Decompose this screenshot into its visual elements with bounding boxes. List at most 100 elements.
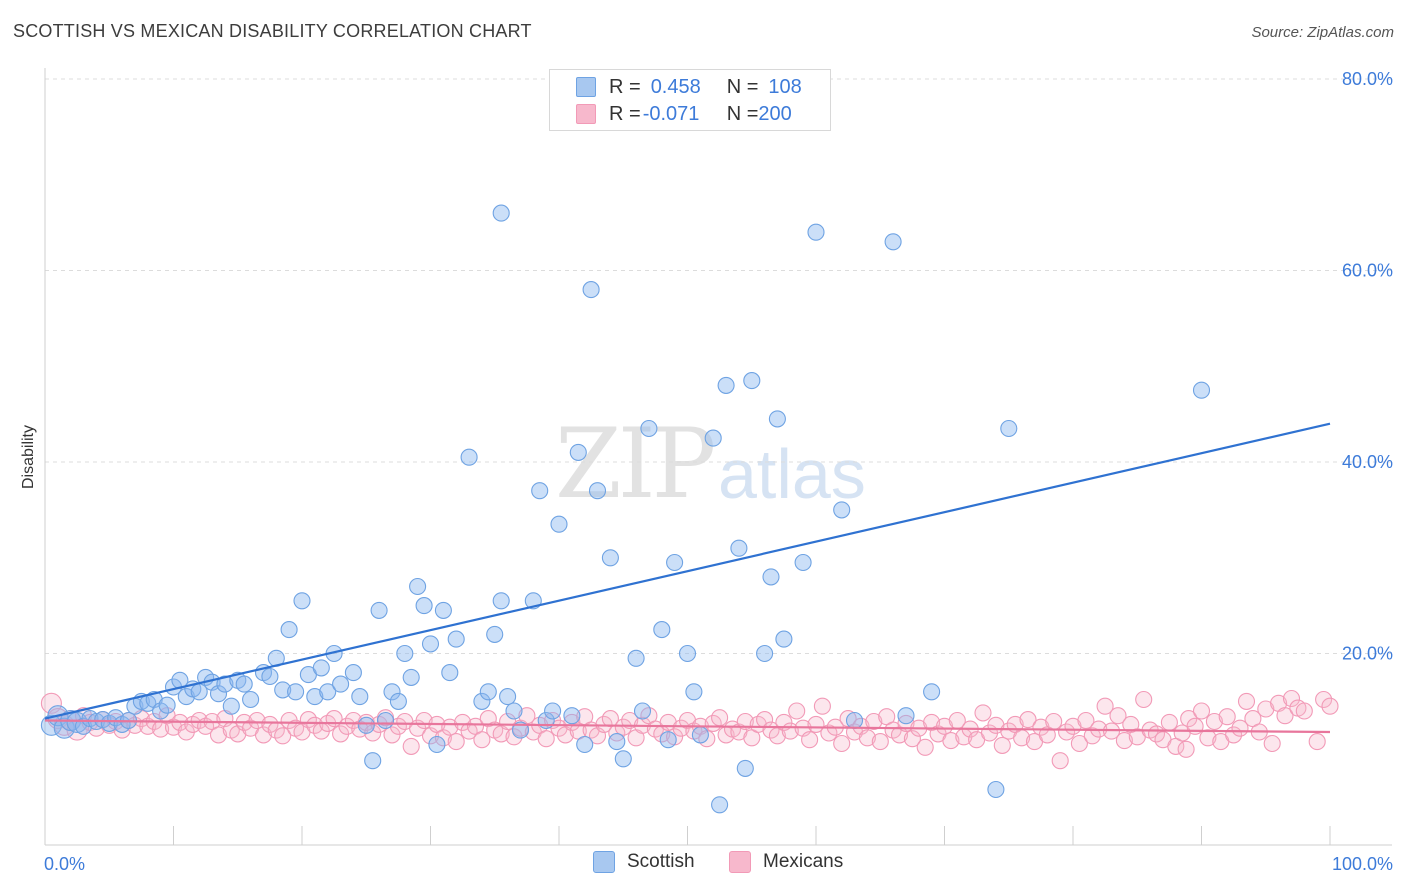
mexicans-swatch: [729, 851, 751, 873]
mexicans-point: [1160, 713, 1178, 731]
mexicans-point: [1077, 711, 1095, 730]
mexicans-point: [858, 729, 876, 747]
mexicans-point: [473, 731, 491, 749]
mexicans-point: [1051, 752, 1069, 770]
scottish-point: [351, 688, 369, 706]
scottish-point: [923, 683, 941, 701]
scottish-point: [1000, 419, 1018, 438]
mexicans-point: [993, 736, 1011, 754]
scottish-point: [756, 644, 774, 663]
mexicans-point: [801, 731, 819, 749]
scottish-point: [711, 796, 729, 814]
scottish-point: [447, 630, 465, 648]
series-legend-label: Scottish: [627, 851, 695, 872]
scottish-point: [158, 696, 176, 714]
mexicans-point: [248, 711, 266, 730]
x-tick-label: 100.0%: [1332, 854, 1393, 874]
scottish-point: [396, 644, 414, 663]
legend-row-mexicans: R = -0.071 N = 200: [550, 102, 792, 126]
scottish-point: [794, 553, 812, 572]
legend-n-label: N =: [726, 102, 759, 125]
mexicans-point: [254, 726, 273, 744]
mexicans-point: [261, 715, 279, 733]
y-tick-label: 80.0%: [1342, 69, 1393, 89]
watermark-atlas: atlas: [718, 435, 866, 513]
scottish-point: [383, 683, 401, 701]
scottish-point: [544, 702, 562, 720]
scottish-point: [531, 482, 549, 500]
scottish-point: [730, 539, 748, 557]
mexicans-point: [454, 713, 472, 731]
scottish-point: [216, 675, 234, 693]
scottish-point: [550, 515, 568, 533]
series-legend-mexicans[interactable]: Mexicans: [729, 851, 843, 873]
mexicans-point: [1237, 692, 1256, 710]
scottish-point: [306, 688, 324, 706]
scottish-point: [441, 664, 459, 682]
mexicans-point: [1199, 729, 1217, 747]
mexicans-point: [447, 733, 465, 751]
scottish-point: [287, 683, 305, 701]
mexicans-point: [865, 712, 883, 731]
scottish-point: [987, 780, 1005, 799]
mexicans-point: [942, 732, 960, 750]
mexicans-point: [1096, 697, 1114, 715]
series-legend-scottish[interactable]: Scottish: [593, 851, 695, 873]
scottish-point: [370, 601, 388, 619]
chart-title: SCOTTISH VS MEXICAN DISABILITY CORRELATI…: [13, 21, 532, 41]
mexicans-point: [1295, 702, 1313, 720]
scottish-point: [293, 592, 311, 610]
scottish-point: [235, 675, 253, 693]
legend-n-value: 108: [768, 75, 802, 98]
scottish-point: [479, 683, 497, 701]
mexicans-point: [1205, 712, 1223, 731]
scottish-point: [312, 659, 330, 677]
scottish-point: [1192, 381, 1211, 399]
scottish-point: [601, 549, 619, 567]
legend-swatch-mexicans: [576, 104, 596, 124]
legend-n-label: N =: [726, 75, 759, 98]
mexicans-point: [1045, 712, 1063, 731]
watermark-zip: ZIP: [555, 408, 716, 520]
scottish-point: [344, 664, 362, 682]
legend-r-value: -0.071: [642, 102, 700, 125]
scottish-point: [209, 685, 228, 703]
y-tick-label: 40.0%: [1342, 452, 1393, 472]
scottish-point: [332, 675, 350, 693]
scottish-point: [492, 204, 510, 222]
scottish-point: [222, 697, 240, 715]
y-tick-label: 20.0%: [1342, 644, 1393, 664]
scottish-point: [736, 759, 754, 777]
series-legend: Scottish Mexicans: [0, 851, 1406, 879]
mexicans-point: [1315, 690, 1333, 709]
scottish-point: [762, 568, 780, 586]
scottish-point: [319, 683, 337, 701]
scottish-point: [274, 681, 292, 699]
scottish-point: [152, 702, 170, 720]
mexicans-point: [1135, 690, 1153, 709]
scottish-point: [434, 601, 452, 619]
mexicans-point: [344, 711, 362, 730]
scottish-point: [807, 223, 825, 241]
mexicans-point: [1276, 707, 1294, 725]
scottish-point: [582, 281, 600, 299]
mexicans-point: [736, 712, 754, 731]
scottish-point: [627, 649, 645, 667]
scottish-point: [685, 683, 703, 701]
mexicans-point: [518, 707, 536, 725]
scottish-point: [499, 688, 517, 706]
scottish-point: [376, 711, 395, 730]
scottish-point: [743, 372, 761, 390]
scottish-point: [511, 721, 530, 739]
mexicans-trendline: [44, 719, 1331, 734]
scottish-point: [666, 553, 684, 572]
mexicans-point: [1218, 708, 1236, 726]
mexicans-point: [1321, 697, 1339, 715]
mexicans-point: [537, 730, 555, 748]
scottish-point: [505, 702, 523, 720]
mexicans-point: [833, 734, 851, 753]
legend-swatch-scottish: [576, 77, 596, 97]
mexicans-point: [402, 737, 420, 755]
scottish-point: [261, 667, 279, 686]
